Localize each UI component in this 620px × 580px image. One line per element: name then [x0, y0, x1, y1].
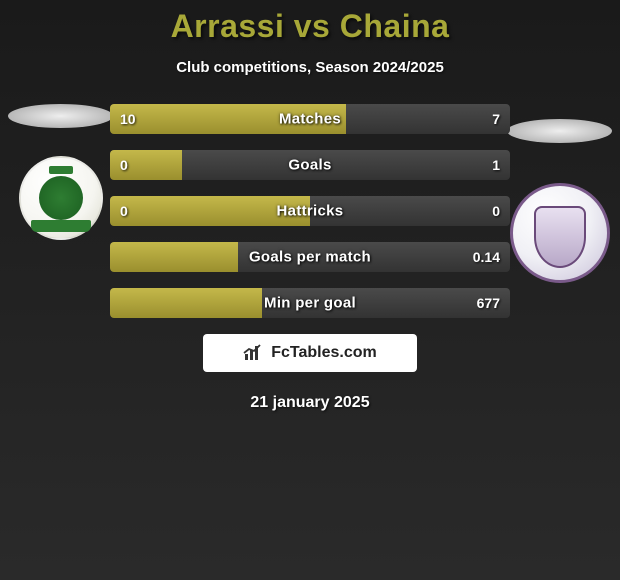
stat-row: Min per goal677: [110, 288, 510, 318]
stat-value-left: 10: [120, 111, 136, 127]
brand-badge: FcTables.com: [203, 334, 417, 372]
stat-label: Hattricks: [110, 203, 510, 220]
date-label: 21 january 2025: [0, 394, 620, 412]
left-country-oval: [8, 104, 113, 128]
right-team-column: [507, 119, 612, 283]
stat-value-left: 0: [120, 203, 128, 219]
left-team-column: [8, 104, 113, 240]
stat-label: Matches: [110, 111, 510, 128]
subtitle: Club competitions, Season 2024/2025: [0, 59, 620, 76]
stat-bars: Matches107Goals01Hattricks00Goals per ma…: [110, 104, 510, 318]
left-club-badge: [19, 156, 103, 240]
stat-row: Hattricks0 0: [110, 196, 510, 226]
stat-value-right: 0: [492, 203, 500, 219]
chart-icon: [243, 344, 265, 362]
stat-value-right: 677: [477, 295, 500, 311]
stat-value-right: 0.14: [473, 249, 500, 265]
content-area: Matches107Goals01Hattricks00Goals per ma…: [0, 104, 620, 412]
stat-row: Goals0 1: [110, 150, 510, 180]
left-club-banner: [31, 220, 91, 232]
infographic-root: Arrassi vs Chaina Club competitions, Sea…: [0, 0, 620, 412]
stat-value-right: 1: [492, 157, 500, 173]
brand-text: FcTables.com: [271, 344, 377, 362]
stat-label: Goals: [110, 157, 510, 174]
stat-label: Goals per match: [110, 249, 510, 266]
page-title: Arrassi vs Chaina: [0, 8, 620, 45]
stat-row: Goals per match0.14: [110, 242, 510, 272]
stat-row: Matches10 7: [110, 104, 510, 134]
right-club-badge: [510, 183, 610, 283]
stat-value-right: 7: [492, 111, 500, 127]
stat-value-left: 0: [120, 157, 128, 173]
stat-label: Min per goal: [110, 295, 510, 312]
right-country-oval: [507, 119, 612, 143]
